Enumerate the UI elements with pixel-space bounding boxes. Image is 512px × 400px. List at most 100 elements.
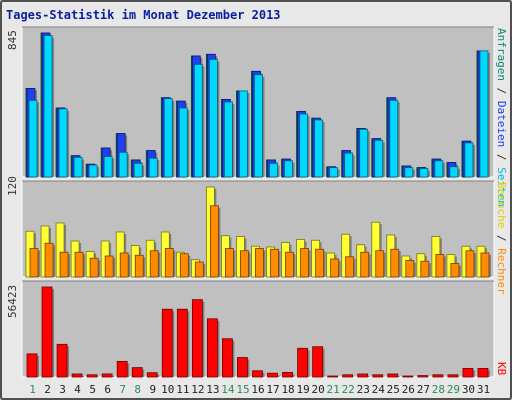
- kb-bar: [432, 374, 444, 378]
- x-tick-label: 7: [119, 383, 126, 396]
- rechner-bar: [194, 261, 204, 278]
- rechner-bar: [330, 258, 340, 278]
- rechner-bar: [375, 250, 385, 278]
- seiten-bar: [239, 90, 248, 178]
- kb-bar: [267, 372, 278, 378]
- kb-bar: [312, 346, 324, 378]
- seiten-bar: [178, 107, 188, 178]
- rechner-bar: [134, 254, 144, 278]
- x-tick-label: 1: [29, 383, 36, 396]
- kb-bar: [342, 374, 354, 378]
- kb-bar: [161, 308, 173, 378]
- rechner-bar: [179, 253, 189, 278]
- x-tick-label: 9: [149, 383, 156, 396]
- x-tick-label: 2: [44, 383, 51, 396]
- x-tick-label: 26: [402, 383, 415, 396]
- kb-bar: [101, 373, 113, 378]
- x-tick-label: 13: [206, 383, 219, 396]
- kb-bar: [357, 373, 369, 378]
- rechner-bar: [420, 260, 430, 278]
- kb-bar: [387, 373, 399, 378]
- rechner-bar: [405, 260, 415, 278]
- seiten-bar: [404, 167, 414, 178]
- x-tick-label: 18: [281, 383, 294, 396]
- kb-bar: [191, 299, 203, 378]
- rechner-bar: [119, 252, 129, 278]
- chart-title: Tages-Statistik im Monat Dezember 2013: [6, 8, 281, 22]
- rechner-bar: [360, 251, 370, 278]
- x-tick-label: 11: [176, 383, 189, 396]
- rechner-bar: [164, 248, 174, 278]
- kb-bar: [282, 371, 293, 378]
- kb-bar: [252, 370, 263, 378]
- seiten-bar: [133, 162, 143, 178]
- seiten-bar: [118, 151, 128, 178]
- x-tick-label: 24: [372, 383, 386, 396]
- x-tick-label: 6: [104, 383, 111, 396]
- kb-bar: [146, 372, 158, 378]
- rechner-bar: [240, 250, 249, 278]
- seiten-bar: [224, 101, 233, 178]
- kb-bar: [176, 308, 188, 378]
- kb-bar: [477, 367, 489, 378]
- kb-bar: [71, 373, 83, 378]
- kb-bar: [26, 353, 38, 378]
- rechner-bar: [89, 257, 99, 278]
- rechner-bar: [44, 242, 54, 278]
- kb-bar: [222, 338, 233, 378]
- kb-bar: [417, 375, 429, 378]
- rechner-bar: [435, 254, 445, 278]
- rechner-bar: [345, 256, 355, 278]
- x-tick-label: 10: [161, 383, 174, 396]
- seiten-bar: [28, 99, 38, 178]
- seiten-bar: [254, 74, 263, 178]
- seiten-bar: [58, 108, 68, 178]
- seiten-bar: [88, 164, 98, 178]
- rechner-bar: [225, 248, 234, 278]
- x-tick-label: 20: [312, 383, 325, 396]
- x-tick-label: 16: [251, 383, 264, 396]
- kb-bar: [297, 347, 308, 378]
- kb-bar: [206, 318, 218, 378]
- x-tick-label: 29: [447, 383, 460, 396]
- seiten-bar: [73, 157, 83, 178]
- x-tick-label: 22: [342, 383, 355, 396]
- seiten-bar: [479, 50, 489, 178]
- x-tick-label: 15: [236, 383, 249, 396]
- kb-bar: [86, 374, 98, 378]
- x-tick-label: 4: [74, 383, 81, 396]
- kb-bar: [131, 367, 143, 378]
- seiten-bar: [374, 139, 384, 178]
- seiten-bar: [103, 156, 113, 178]
- seiten-bar: [389, 99, 399, 178]
- x-tick-label: 8: [134, 383, 141, 396]
- x-tick-label: 25: [387, 383, 400, 396]
- x-tick-label: 17: [266, 383, 279, 396]
- seiten-bar: [299, 113, 308, 178]
- seiten-bar: [269, 162, 278, 178]
- x-tick-label: 27: [417, 383, 430, 396]
- kb-bar: [41, 286, 53, 378]
- kb-bar: [372, 374, 384, 378]
- kb-panel-background: [21, 280, 495, 378]
- x-tick-label: 23: [357, 383, 370, 396]
- x-tick-label: 5: [89, 383, 96, 396]
- rechner-bar: [29, 248, 39, 278]
- kb-bar: [447, 374, 459, 378]
- rechner-bar: [285, 251, 294, 278]
- seiten-bar: [163, 98, 173, 178]
- rechner-bar: [59, 251, 69, 278]
- rechner-bar: [104, 255, 114, 278]
- rechner-bar: [149, 250, 159, 278]
- rechner-bar: [270, 248, 279, 278]
- seiten-bar: [359, 128, 369, 178]
- x-tick-label: 30: [462, 383, 475, 396]
- seiten-bar: [344, 152, 354, 178]
- kb-bar: [56, 343, 68, 378]
- x-tick-label: 14: [221, 383, 235, 396]
- rechner-bar: [74, 251, 84, 278]
- kb-bar: [237, 357, 248, 378]
- seiten-bar: [464, 142, 474, 178]
- rechner-bar: [315, 248, 325, 278]
- kb-bar: [402, 375, 414, 378]
